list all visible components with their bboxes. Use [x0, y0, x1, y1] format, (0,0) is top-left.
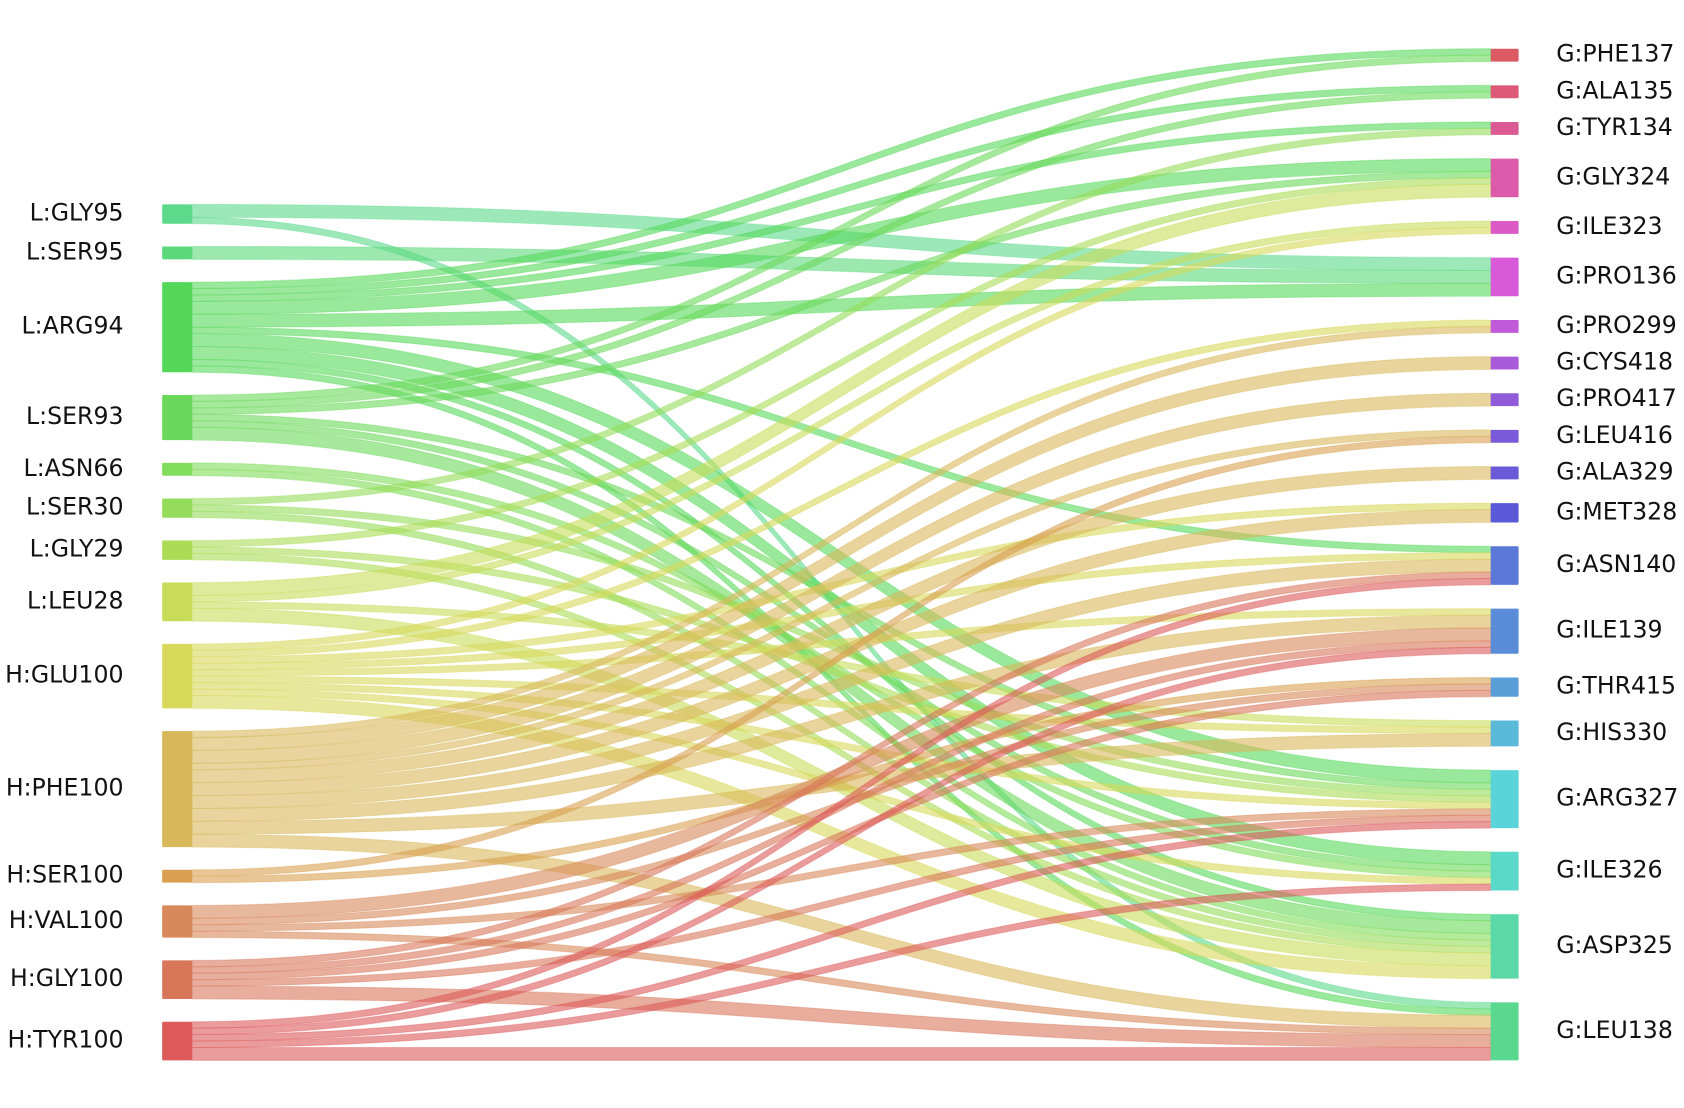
target-label: G:LEU138: [1556, 1016, 1673, 1044]
source-node: [162, 282, 193, 373]
target-label: G:PRO299: [1556, 311, 1677, 339]
target-node: [1490, 320, 1519, 333]
links: [191, 48, 1492, 1061]
link: [191, 392, 1492, 764]
source-node: [162, 246, 193, 260]
target-label: G:TYR134: [1556, 113, 1673, 141]
link: [191, 1046, 1492, 1061]
source-label: L:GLY95: [30, 199, 124, 227]
source-label: H:GLU100: [5, 661, 123, 689]
link: [191, 689, 1492, 981]
source-label: L:SER93: [26, 402, 123, 430]
source-label: L:LEU28: [27, 586, 124, 614]
target-node: [1490, 85, 1519, 99]
target-label: G:PHE137: [1556, 40, 1674, 68]
target-label: G:GLY324: [1556, 162, 1670, 190]
source-label: L:GLY29: [30, 535, 124, 563]
target-label: G:ASP325: [1556, 931, 1673, 959]
target-label: G:MET328: [1556, 497, 1677, 525]
link: [191, 646, 1492, 1036]
target-label: G:THR415: [1556, 672, 1676, 700]
target-node: [1490, 503, 1519, 523]
source-label: H:TYR100: [7, 1026, 123, 1054]
target-node: [1490, 546, 1519, 585]
link: [191, 509, 1492, 797]
target-label: G:LEU416: [1556, 421, 1673, 449]
target-node: [1490, 851, 1519, 891]
target-node: [1490, 158, 1519, 198]
target-label: G:ASN140: [1556, 550, 1676, 578]
source-label: H:GLY100: [10, 964, 124, 992]
source-node: [162, 204, 193, 224]
source-node: [162, 643, 193, 709]
target-label: G:ALA135: [1556, 76, 1673, 104]
link: [191, 325, 1492, 739]
link: [191, 732, 1492, 835]
target-node: [1490, 220, 1519, 234]
target-node: [1490, 914, 1519, 979]
target-label: G:HIS330: [1556, 718, 1667, 746]
target-label: G:CYS418: [1556, 348, 1673, 376]
source-label: L:ASN66: [24, 454, 124, 482]
target-label: G:ILE326: [1556, 856, 1662, 884]
link: [191, 356, 1492, 751]
source-node: [162, 1021, 193, 1061]
target-node: [1490, 257, 1519, 297]
target-node: [1490, 466, 1519, 480]
source-node: [162, 905, 193, 938]
link: [191, 435, 1492, 877]
link: [191, 465, 1492, 784]
source-node: [162, 960, 193, 999]
source-node: [162, 582, 193, 622]
target-node: [1490, 393, 1519, 407]
target-node: [1490, 1002, 1519, 1061]
target-node: [1490, 608, 1519, 654]
target-node: [1490, 48, 1519, 62]
target-label: G:ALA329: [1556, 457, 1673, 485]
source-label: H:SER100: [6, 861, 123, 889]
source-node: [162, 869, 193, 883]
nodes: L:GLY95 L:SER95 L:ARG94 L:SER93 L:ASN66 L:SER…: [5, 40, 1678, 1061]
link: [191, 883, 1492, 1049]
source-node: [162, 395, 193, 441]
target-label: G:ARG327: [1556, 784, 1678, 812]
link: [191, 226, 1492, 651]
target-node: [1490, 356, 1519, 370]
target-label: G:ILE139: [1556, 616, 1662, 644]
target-label: G:PRO136: [1556, 261, 1677, 289]
target-node: [1490, 121, 1519, 135]
link: [191, 821, 1492, 1042]
link: [191, 127, 1492, 506]
target-label: G:ILE323: [1556, 212, 1662, 240]
link: [191, 183, 1492, 596]
source-node: [162, 731, 193, 848]
target-node: [1490, 720, 1519, 747]
source-label: H:PHE100: [6, 774, 124, 802]
target-node: [1490, 770, 1519, 829]
source-node: [162, 540, 193, 560]
source-label: H:VAL100: [9, 906, 124, 934]
source-label: L:SER95: [26, 237, 123, 265]
source-node: [162, 498, 193, 518]
link: [191, 577, 1492, 1029]
target-node: [1490, 429, 1519, 443]
source-label: L:SER30: [26, 493, 123, 521]
source-label: L:ARG94: [22, 312, 124, 340]
target-node: [1490, 677, 1519, 697]
source-node: [162, 462, 193, 476]
target-label: G:PRO417: [1556, 384, 1677, 412]
link: [191, 54, 1492, 402]
link: [191, 91, 1492, 409]
